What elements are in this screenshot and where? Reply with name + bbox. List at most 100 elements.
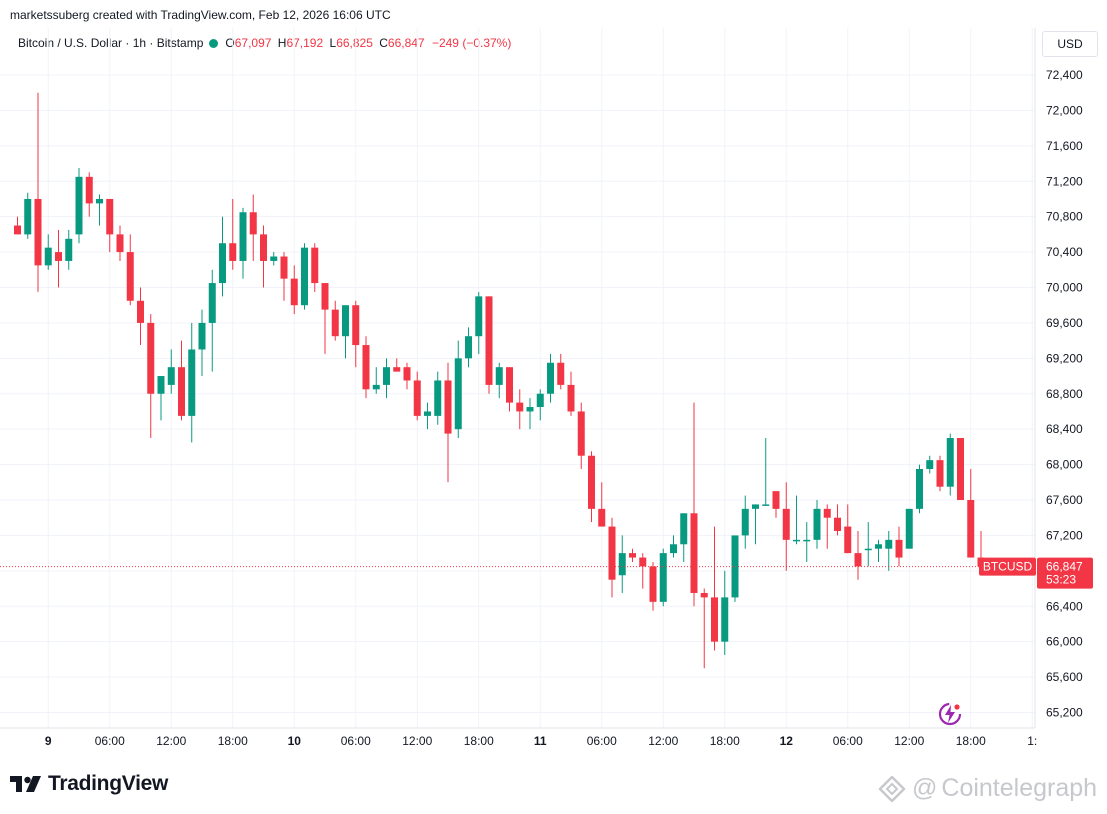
candle-body[interactable] bbox=[188, 349, 196, 416]
candle-body[interactable] bbox=[14, 225, 21, 235]
candle-body[interactable] bbox=[598, 508, 606, 527]
candle-body[interactable] bbox=[700, 592, 708, 598]
candle-body[interactable] bbox=[85, 176, 93, 204]
candle-body[interactable] bbox=[116, 234, 124, 253]
price-tick-label: 71,200 bbox=[1046, 174, 1083, 188]
candle-body[interactable] bbox=[393, 367, 401, 372]
candle-body[interactable] bbox=[895, 539, 903, 558]
candle-body[interactable] bbox=[55, 252, 62, 261]
candle-body[interactable] bbox=[342, 305, 349, 337]
candle-body[interactable] bbox=[823, 508, 831, 518]
symbol-description[interactable]: Bitcoin / U.S. Dollar · 1h · Bitstamp bbox=[18, 36, 204, 50]
candle-body[interactable] bbox=[618, 553, 626, 576]
candle-body[interactable] bbox=[803, 539, 811, 542]
candle-body[interactable] bbox=[167, 367, 175, 385]
candle-body[interactable] bbox=[106, 198, 114, 235]
candle-body[interactable] bbox=[813, 508, 821, 540]
candle-body[interactable] bbox=[772, 491, 780, 509]
candle-body[interactable] bbox=[905, 508, 913, 549]
candle-body[interactable] bbox=[465, 336, 472, 359]
candle-body[interactable] bbox=[301, 247, 308, 306]
symbol-legend[interactable]: Bitcoin / U.S. Dollar · 1h · Bitstamp O67… bbox=[18, 36, 511, 50]
candle-body[interactable] bbox=[526, 407, 534, 412]
candle-body[interactable] bbox=[249, 212, 257, 235]
candle-body[interactable] bbox=[536, 393, 544, 408]
candle-body[interactable] bbox=[372, 384, 380, 390]
candle-body[interactable] bbox=[629, 553, 636, 558]
candle-body[interactable] bbox=[875, 544, 882, 549]
candle-body[interactable] bbox=[608, 526, 616, 580]
candle-body[interactable] bbox=[229, 243, 237, 261]
candle-body[interactable] bbox=[311, 247, 319, 284]
candle-body[interactable] bbox=[957, 438, 964, 500]
candle-body[interactable] bbox=[588, 455, 595, 509]
candle-body[interactable] bbox=[639, 557, 647, 567]
candle-body[interactable] bbox=[444, 380, 452, 434]
candle-body[interactable] bbox=[782, 508, 790, 540]
candle-body[interactable] bbox=[178, 367, 185, 416]
candle-body[interactable] bbox=[936, 460, 944, 487]
candle-body[interactable] bbox=[567, 384, 575, 412]
candle-body[interactable] bbox=[44, 247, 52, 266]
currency-button[interactable]: USD bbox=[1042, 31, 1098, 57]
candle-body[interactable] bbox=[557, 362, 565, 385]
candle-body[interactable] bbox=[65, 238, 73, 261]
candle-body[interactable] bbox=[741, 508, 749, 536]
candle-body[interactable] bbox=[34, 198, 42, 266]
candle-body[interactable] bbox=[321, 283, 329, 310]
candle-body[interactable] bbox=[506, 367, 513, 403]
candle-body[interactable] bbox=[434, 380, 442, 416]
candle-body[interactable] bbox=[690, 513, 698, 593]
candle-body[interactable] bbox=[198, 322, 206, 350]
candle-body[interactable] bbox=[96, 198, 103, 204]
candle-body[interactable] bbox=[126, 252, 134, 301]
candle-body[interactable] bbox=[485, 296, 493, 385]
candle-body[interactable] bbox=[864, 548, 872, 551]
candle-body[interactable] bbox=[680, 513, 688, 545]
candle-body[interactable] bbox=[208, 283, 216, 323]
candle-body[interactable] bbox=[946, 438, 954, 487]
candle-body[interactable] bbox=[424, 411, 431, 416]
candle-body[interactable] bbox=[280, 256, 288, 279]
candle-body[interactable] bbox=[475, 296, 483, 337]
candle-body[interactable] bbox=[137, 300, 144, 323]
candle-body[interactable] bbox=[260, 234, 267, 261]
candle-body[interactable] bbox=[516, 402, 524, 412]
price-tick-label: 71,600 bbox=[1046, 139, 1083, 153]
candle-body[interactable] bbox=[24, 198, 32, 235]
candle-body[interactable] bbox=[495, 367, 503, 385]
candle-body[interactable] bbox=[413, 380, 421, 416]
candle-body[interactable] bbox=[670, 544, 677, 554]
candle-body[interactable] bbox=[721, 597, 729, 642]
candle-body[interactable] bbox=[454, 358, 462, 430]
candle-body[interactable] bbox=[547, 362, 554, 394]
candle-body[interactable] bbox=[916, 469, 923, 509]
candle-body[interactable] bbox=[659, 553, 667, 602]
candle-body[interactable] bbox=[362, 345, 370, 390]
lightning-badge-icon[interactable] bbox=[936, 701, 964, 732]
candle-body[interactable] bbox=[352, 305, 360, 346]
candle-body[interactable] bbox=[926, 460, 934, 470]
candle-body[interactable] bbox=[854, 553, 862, 567]
candle-body[interactable] bbox=[844, 526, 852, 554]
candle-body[interactable] bbox=[290, 278, 298, 306]
candle-body[interactable] bbox=[383, 367, 390, 385]
candle-body[interactable] bbox=[793, 539, 800, 542]
candle-body[interactable] bbox=[331, 309, 339, 337]
candle-body[interactable] bbox=[885, 539, 893, 549]
candle-body[interactable] bbox=[967, 500, 975, 558]
candle-body[interactable] bbox=[75, 176, 83, 235]
candle-body[interactable] bbox=[239, 212, 247, 261]
candle-body[interactable] bbox=[577, 411, 585, 456]
candle-body[interactable] bbox=[711, 597, 718, 642]
candle-body[interactable] bbox=[219, 243, 226, 284]
candle-body[interactable] bbox=[157, 376, 165, 394]
candle-body[interactable] bbox=[270, 256, 278, 261]
candle-body[interactable] bbox=[752, 504, 759, 509]
candle-body[interactable] bbox=[649, 566, 657, 602]
candle-body[interactable] bbox=[147, 322, 155, 394]
candle-body[interactable] bbox=[834, 517, 841, 531]
candle-body[interactable] bbox=[403, 367, 411, 381]
candle-body[interactable] bbox=[762, 504, 770, 506]
